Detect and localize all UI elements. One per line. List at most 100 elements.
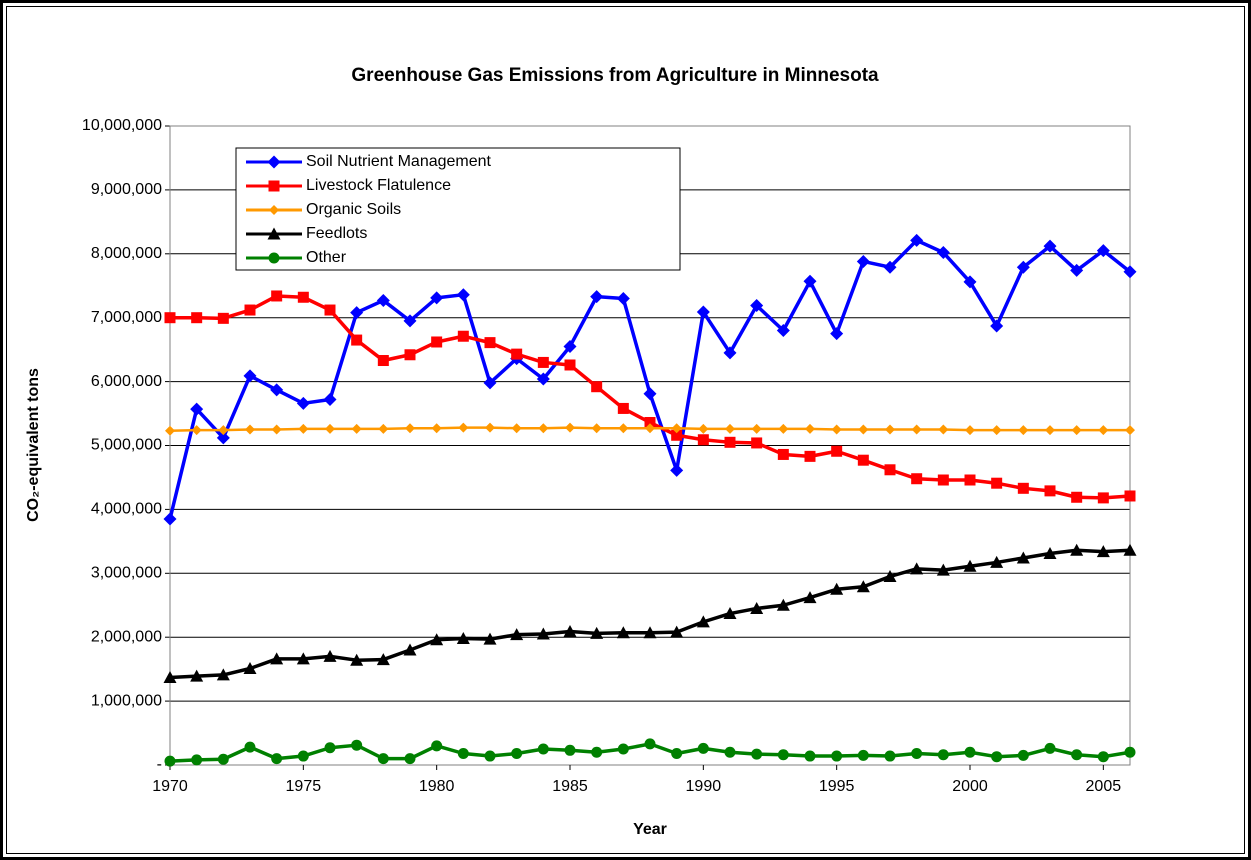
marker	[243, 369, 257, 383]
marker	[1125, 425, 1135, 436]
marker	[191, 425, 202, 436]
marker	[565, 422, 575, 433]
marker	[590, 626, 604, 639]
y-tick-label: 8,000,000	[91, 245, 162, 262]
marker	[1017, 482, 1029, 494]
marker	[430, 291, 444, 305]
marker	[511, 747, 523, 759]
marker	[190, 402, 204, 416]
marker	[298, 423, 309, 434]
marker	[1071, 749, 1083, 761]
y-tick-label: 6,000,000	[91, 373, 162, 390]
marker	[267, 227, 281, 240]
x-tick-label: 1990	[686, 778, 722, 795]
marker	[937, 474, 949, 486]
marker	[1070, 263, 1084, 277]
marker	[323, 392, 337, 406]
marker	[536, 627, 550, 640]
marker	[377, 753, 389, 765]
marker	[564, 359, 576, 371]
marker	[643, 626, 657, 639]
marker	[618, 423, 629, 434]
marker	[297, 750, 309, 762]
marker	[1096, 545, 1110, 558]
legend-label: Other	[306, 249, 347, 266]
marker	[590, 290, 604, 304]
marker	[511, 348, 523, 360]
marker	[351, 334, 363, 346]
marker	[910, 562, 924, 575]
marker	[645, 423, 655, 434]
marker	[937, 749, 949, 761]
marker	[723, 346, 737, 360]
marker	[938, 424, 949, 435]
marker	[350, 653, 364, 666]
marker	[990, 319, 1004, 333]
marker	[457, 747, 469, 759]
marker	[831, 424, 842, 435]
legend-label: Feedlots	[306, 225, 367, 242]
marker	[936, 563, 950, 576]
marker	[269, 205, 279, 215]
marker	[484, 337, 496, 349]
marker	[885, 424, 895, 435]
marker	[351, 423, 362, 434]
marker	[430, 633, 444, 646]
marker	[323, 649, 337, 662]
marker	[751, 748, 763, 760]
marker	[218, 425, 229, 436]
x-tick-label: 1970	[152, 778, 188, 795]
marker	[457, 330, 469, 342]
marker	[484, 750, 496, 762]
marker	[1070, 543, 1084, 556]
marker	[1071, 425, 1082, 436]
y-axis-label: CO₂-equivalent tons	[25, 368, 42, 522]
marker	[830, 327, 844, 341]
y-tick-label: 5,000,000	[91, 437, 162, 454]
marker	[431, 336, 443, 348]
marker	[1123, 543, 1137, 556]
marker	[776, 598, 790, 611]
marker	[856, 254, 870, 268]
marker	[591, 746, 603, 758]
marker	[564, 744, 576, 756]
marker	[190, 669, 204, 682]
marker	[271, 424, 282, 435]
marker	[910, 233, 924, 247]
marker	[671, 747, 683, 759]
y-tick-label: 1,000,000	[91, 692, 162, 709]
x-tick-label: 2000	[952, 778, 988, 795]
chart-title: Greenhouse Gas Emissions from Agricultur…	[351, 65, 879, 86]
marker	[936, 246, 950, 260]
marker	[191, 754, 203, 766]
marker	[376, 293, 390, 307]
marker	[270, 383, 284, 397]
marker	[1097, 751, 1109, 763]
marker	[485, 422, 495, 433]
marker	[697, 434, 709, 446]
x-tick-label: 1980	[419, 778, 455, 795]
x-tick-label: 1995	[819, 778, 855, 795]
marker	[483, 632, 497, 645]
marker	[644, 738, 656, 750]
marker	[776, 323, 790, 337]
marker	[245, 424, 255, 435]
marker	[856, 580, 870, 593]
marker	[670, 463, 684, 477]
y-tick-label: 10,000,000	[82, 117, 162, 134]
marker	[511, 423, 522, 434]
marker	[1017, 749, 1029, 761]
legend-box	[235, 147, 681, 271]
marker	[405, 423, 415, 434]
marker	[1096, 244, 1110, 258]
marker	[431, 423, 442, 434]
marker	[831, 750, 843, 762]
marker	[456, 288, 470, 302]
marker	[403, 314, 417, 328]
series-line	[168, 238, 1132, 520]
marker	[270, 652, 284, 665]
y-tick-label: 2,000,000	[91, 628, 162, 645]
marker	[1124, 490, 1136, 502]
marker	[1123, 265, 1137, 279]
marker	[858, 424, 869, 435]
